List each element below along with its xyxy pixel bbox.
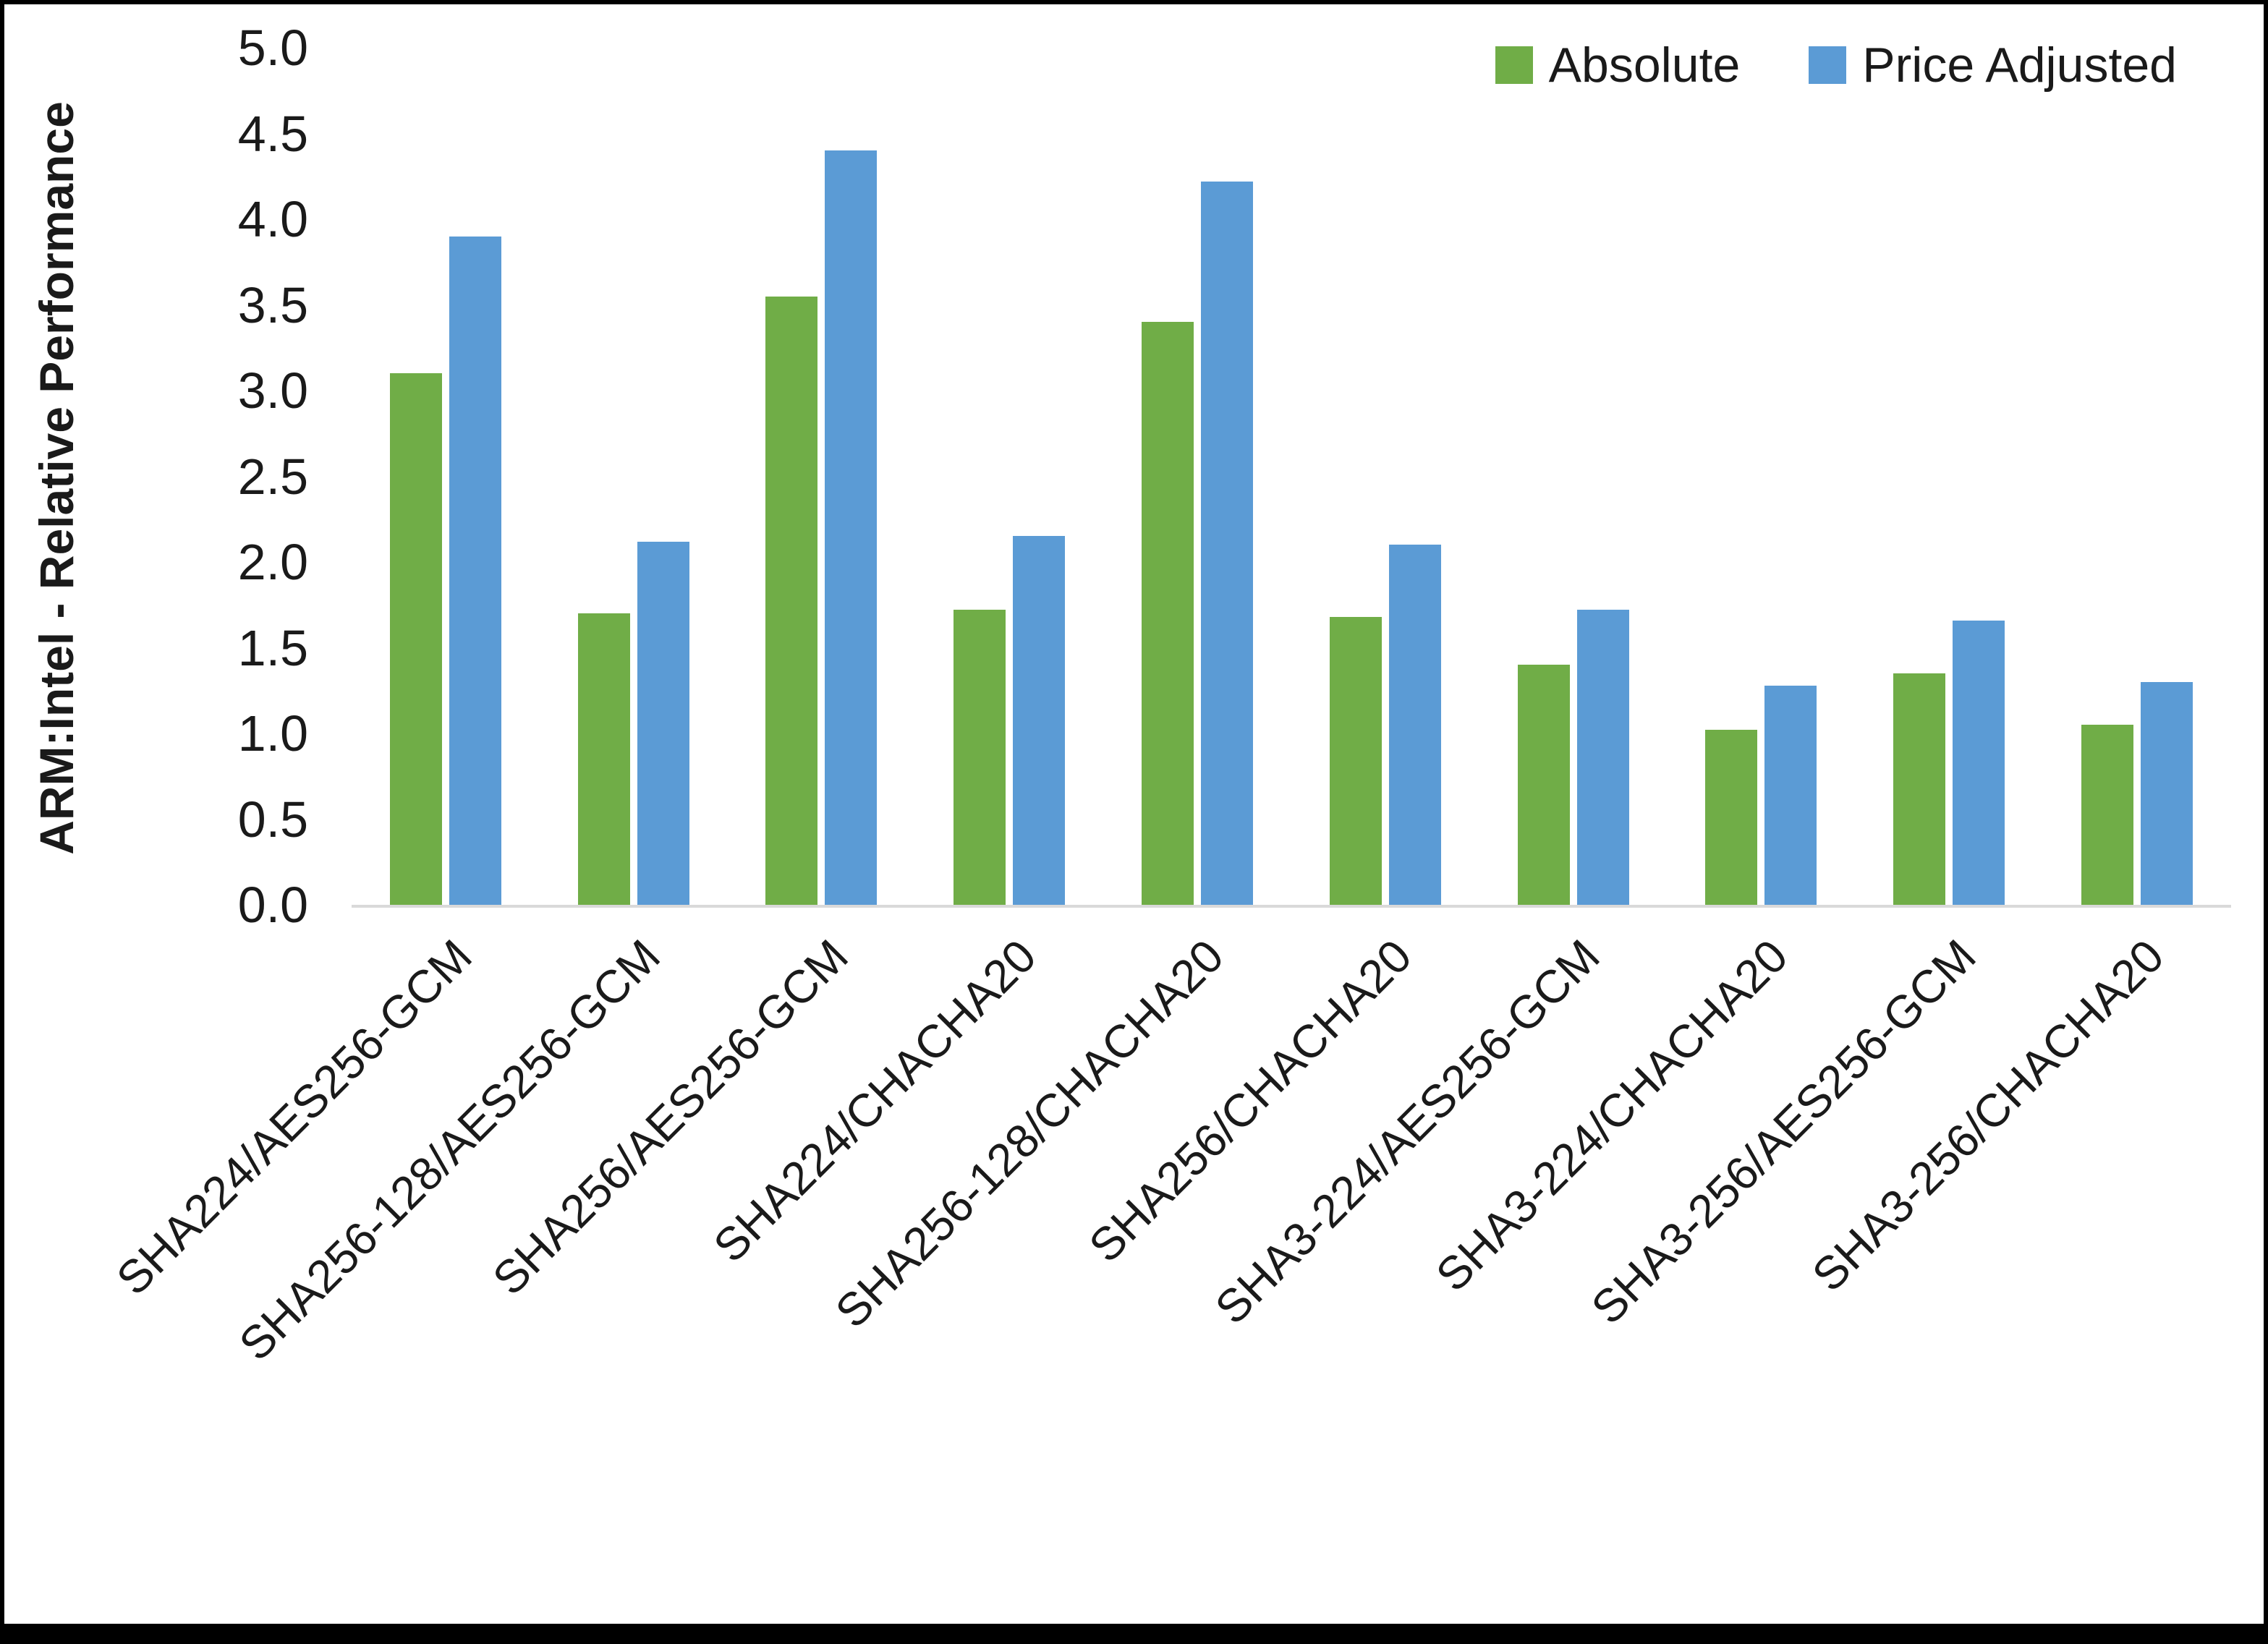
y-tick-label: 4.0	[237, 191, 308, 247]
bar-price-adjusted	[1764, 685, 1817, 905]
x-category-label: SHA3-224/AES256-GCM	[1205, 929, 1610, 1334]
bar-absolute	[765, 296, 818, 905]
bar-absolute	[1329, 616, 1382, 905]
x-category-label: SHA256/AES256-GCM	[482, 929, 858, 1306]
bar-absolute	[389, 373, 442, 905]
bar-price-adjusted	[825, 150, 878, 905]
bar-absolute	[954, 610, 1006, 905]
bar-price-adjusted	[1953, 620, 2005, 905]
bar-group	[1291, 48, 1479, 905]
y-tick-label: 2.5	[237, 448, 308, 505]
bar-price-adjusted	[449, 236, 501, 905]
bar-group	[915, 48, 1103, 905]
bar-price-adjusted	[2141, 681, 2193, 905]
bar-group	[1855, 48, 2043, 905]
bar-price-adjusted	[1013, 536, 1066, 905]
bar-group	[2043, 48, 2231, 905]
legend-swatch-absolute	[1495, 46, 1533, 84]
bar-price-adjusted	[1576, 610, 1629, 905]
y-axis-title: ARM:Intel - Relative Performance	[30, 101, 83, 855]
x-category-label: SHA3-256/CHACHA20	[1801, 929, 2174, 1302]
x-category-label: SHA3-256/AES256-GCM	[1581, 929, 1986, 1334]
y-tick-label: 1.5	[237, 619, 308, 676]
x-category-label: SHA224/AES256-GCM	[106, 929, 483, 1306]
bar-absolute	[577, 613, 630, 905]
x-labels: SHA224/AES256-GCM SHA256-128/AES256-GCM SH…	[106, 917, 2231, 1611]
y-tick-label: 2.0	[237, 534, 308, 590]
y-tick-label: 4.5	[237, 105, 308, 162]
x-category-label: SHA256-128/CHACHA20	[825, 929, 1234, 1338]
y-tick-label: 0.5	[237, 791, 308, 848]
y-tick-label: 1.0	[237, 705, 308, 762]
legend-label: Absolute	[1548, 38, 1741, 93]
bars	[352, 48, 2231, 905]
legend: Absolute Price Adjusted	[1495, 41, 2177, 90]
bar-price-adjusted	[637, 541, 689, 905]
y-tick-label: 3.0	[237, 362, 308, 419]
legend-swatch-price-adjusted	[1809, 46, 1847, 84]
y-tick-labels: 0.0 0.5 1.0 1.5 2.0 2.5 3.0 3.5 4.0 4.5 5.0	[113, 22, 308, 930]
bar-price-adjusted	[1388, 545, 1441, 905]
bar-group	[352, 48, 540, 905]
x-category-label: SHA224/CHACHA20	[703, 929, 1046, 1272]
y-tick-label: 5.0	[237, 20, 308, 76]
bar-group	[1668, 48, 1856, 905]
bar-group	[728, 48, 916, 905]
bar-price-adjusted	[1201, 181, 1254, 905]
x-category-label: SHA3-224/CHACHA20	[1425, 929, 1798, 1302]
legend-label: Price Adjusted	[1862, 38, 2177, 93]
bar-absolute	[1705, 730, 1758, 905]
bar-absolute	[1142, 322, 1194, 905]
bar-absolute	[1517, 665, 1570, 905]
legend-item: Absolute	[1495, 38, 1741, 93]
bar-group	[540, 48, 728, 905]
y-tick-label: 3.5	[237, 276, 308, 333]
bar-group	[1479, 48, 1668, 905]
bar-absolute	[2081, 725, 2134, 905]
bar-absolute	[1893, 673, 1946, 905]
x-category-label: SHA256/CHACHA20	[1079, 929, 1422, 1272]
plot-area	[352, 48, 2231, 908]
y-tick-label: 0.0	[237, 877, 308, 933]
bar-group	[1103, 48, 1291, 905]
legend-item: Price Adjusted	[1809, 41, 2177, 90]
